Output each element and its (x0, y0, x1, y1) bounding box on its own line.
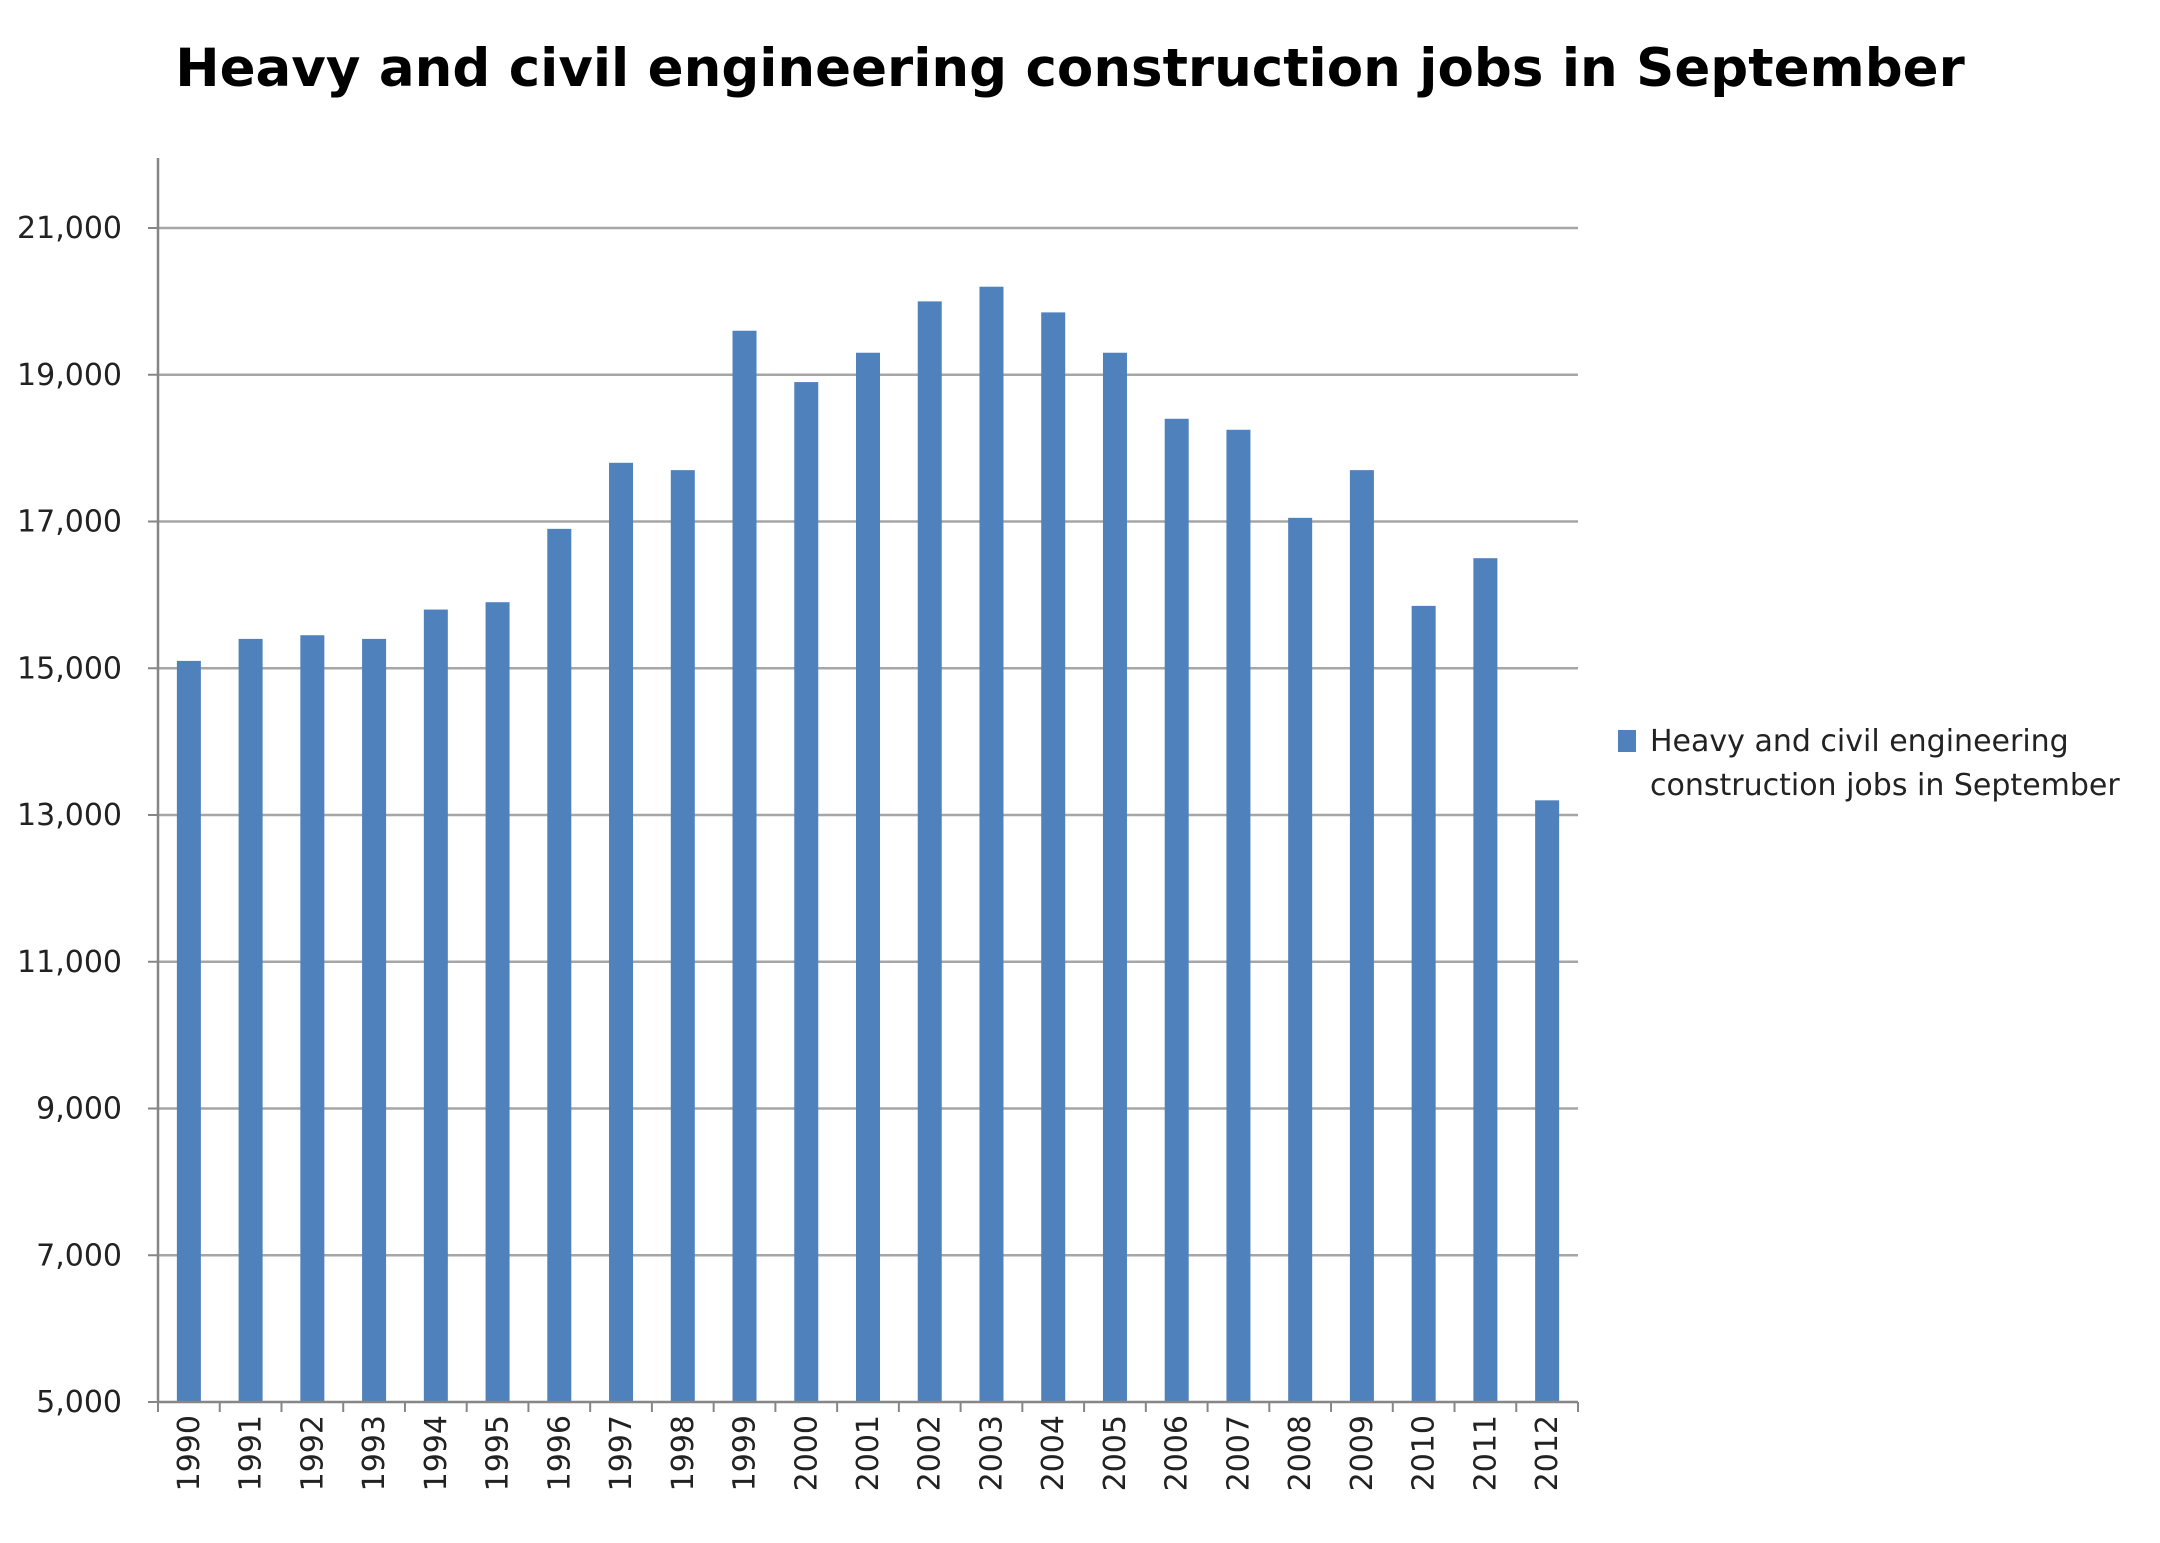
bar-2005 (1102, 352, 1127, 1402)
bar-2002 (917, 301, 942, 1402)
x-axis-tick-labels: 1990 1991 1992 1993 1994 1995 1996 1997 1998 1999… (172, 1415, 1565, 1491)
bar-2011 (1473, 558, 1498, 1402)
y-tick-label: 15,000 (17, 651, 122, 686)
bar-1996 (547, 528, 572, 1402)
x-tick-label: 1995 (481, 1415, 516, 1491)
bar-1993 (362, 638, 387, 1402)
y-axis-tick-labels: 5,000 7,000 9,000 11,000 13,000 15,000 17,000 1… (17, 211, 122, 1420)
x-tick-label: 2011 (1468, 1415, 1503, 1491)
bar-2000 (794, 382, 819, 1402)
x-tick-label: 1994 (419, 1415, 454, 1491)
x-tick-label: 2007 (1221, 1415, 1256, 1491)
bar-2006 (1164, 418, 1189, 1402)
x-tick-label: 1991 (234, 1415, 269, 1491)
y-tick-label: 7,000 (36, 1238, 122, 1273)
x-tick-label: 1993 (357, 1415, 392, 1491)
y-tick-label: 19,000 (17, 358, 122, 393)
x-tick-label: 2003 (974, 1415, 1009, 1491)
bar-1998 (670, 470, 695, 1402)
axes (156, 158, 1578, 1404)
bar-2010 (1411, 605, 1436, 1402)
y-tick-label: 5,000 (36, 1385, 122, 1420)
chart-title: Heavy and civil engineering construction… (175, 38, 1965, 99)
x-tick-label: 1996 (542, 1415, 577, 1491)
bar-1995 (485, 602, 510, 1402)
bar-2003 (979, 286, 1004, 1403)
y-tick-label: 17,000 (17, 505, 122, 540)
bar-2001 (856, 352, 880, 1402)
legend-swatch (1618, 730, 1636, 752)
y-tick-label: 21,000 (17, 211, 122, 246)
bar-1994 (423, 609, 448, 1402)
x-tick-label: 2006 (1160, 1415, 1195, 1491)
bar-1992 (300, 635, 325, 1402)
x-tick-label: 2002 (913, 1415, 948, 1491)
bar-2004 (1041, 312, 1066, 1403)
x-tick-label: 2000 (789, 1415, 824, 1491)
x-tick-label: 1990 (172, 1415, 207, 1491)
bars (176, 286, 1560, 1403)
x-tick-label: 1999 (728, 1415, 763, 1491)
x-tick-label: 2010 (1407, 1415, 1442, 1491)
bar-2007 (1226, 429, 1251, 1402)
legend-label: Heavy and civil engineering construction… (1650, 724, 2120, 803)
x-tick-label: 2009 (1345, 1415, 1380, 1491)
x-tick-label: 2004 (1036, 1415, 1071, 1491)
bar-1990 (176, 660, 201, 1402)
bar-2012 (1535, 800, 1560, 1402)
y-tick-label: 11,000 (17, 945, 122, 980)
bar-1999 (732, 330, 757, 1403)
y-tick-label: 13,000 (17, 798, 122, 833)
y-tick-label: 9,000 (36, 1092, 122, 1127)
x-tick-label: 2012 (1530, 1415, 1565, 1491)
bar-1997 (609, 462, 634, 1402)
legend: Heavy and civil engineering construction… (1618, 720, 2150, 808)
bar-1991 (238, 638, 263, 1402)
x-tick-label: 2001 (851, 1415, 886, 1491)
x-tick-label: 1992 (295, 1415, 330, 1491)
bar-2009 (1349, 470, 1374, 1402)
x-tick-label: 1998 (666, 1415, 701, 1491)
x-tick-label: 2008 (1283, 1415, 1318, 1491)
x-tick-label: 2005 (1098, 1415, 1133, 1491)
x-tick-label: 1997 (604, 1415, 639, 1491)
bar-2008 (1288, 517, 1313, 1402)
